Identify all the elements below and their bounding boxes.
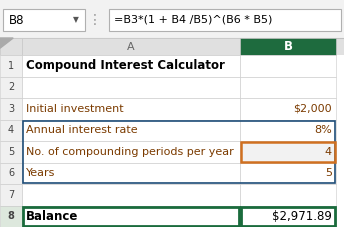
Bar xyxy=(22,38,240,55)
Bar xyxy=(0,119,22,141)
Text: $2,000: $2,000 xyxy=(293,104,332,114)
Text: 1: 1 xyxy=(8,61,14,71)
Text: 8%: 8% xyxy=(314,125,332,135)
Text: =B3*(1 + B4 /B5)^(B6 * B5): =B3*(1 + B4 /B5)^(B6 * B5) xyxy=(114,15,272,25)
Bar xyxy=(22,119,240,141)
Text: Years: Years xyxy=(26,168,55,178)
Bar xyxy=(22,163,240,184)
Text: Initial investment: Initial investment xyxy=(26,104,123,114)
Text: Balance: Balance xyxy=(26,210,78,223)
Text: Compound Interest Calculator: Compound Interest Calculator xyxy=(26,59,225,72)
Bar xyxy=(240,98,336,119)
Text: B8: B8 xyxy=(9,13,24,27)
Bar xyxy=(109,9,341,31)
Bar xyxy=(241,207,335,226)
Bar xyxy=(0,0,344,38)
Bar xyxy=(240,38,336,55)
Bar xyxy=(0,184,22,205)
Bar xyxy=(22,141,240,163)
Text: ⋮: ⋮ xyxy=(88,13,102,27)
Bar xyxy=(23,207,239,226)
Text: ▼: ▼ xyxy=(73,15,79,25)
Bar xyxy=(22,76,240,98)
Text: 4: 4 xyxy=(325,147,332,157)
Bar xyxy=(240,76,336,98)
Text: 8: 8 xyxy=(8,211,14,221)
Bar xyxy=(240,184,336,205)
Text: 2: 2 xyxy=(8,82,14,92)
Bar xyxy=(22,55,240,76)
Text: 6: 6 xyxy=(8,168,14,178)
Polygon shape xyxy=(0,38,13,48)
Bar xyxy=(0,38,22,55)
Text: 7: 7 xyxy=(8,190,14,200)
Text: 3: 3 xyxy=(8,104,14,114)
Bar xyxy=(240,205,336,227)
Bar xyxy=(0,76,22,98)
Bar xyxy=(0,98,22,119)
Bar xyxy=(240,141,336,163)
Bar xyxy=(22,98,240,119)
Bar xyxy=(0,163,22,184)
Text: 5: 5 xyxy=(325,168,332,178)
Bar xyxy=(22,205,240,227)
Bar xyxy=(0,141,22,163)
Text: 5: 5 xyxy=(8,147,14,157)
Bar xyxy=(240,163,336,184)
Text: Annual interest rate: Annual interest rate xyxy=(26,125,138,135)
Text: $2,971.89: $2,971.89 xyxy=(272,210,332,223)
Bar xyxy=(0,55,22,76)
Text: 4: 4 xyxy=(8,125,14,135)
Bar xyxy=(240,55,336,76)
Bar xyxy=(0,38,344,55)
Text: B: B xyxy=(283,40,292,53)
Text: A: A xyxy=(127,42,135,52)
Bar xyxy=(0,205,22,227)
Bar xyxy=(23,121,335,183)
Bar xyxy=(240,119,336,141)
Bar xyxy=(3,9,85,31)
Bar xyxy=(22,184,240,205)
Text: No. of compounding periods per year: No. of compounding periods per year xyxy=(26,147,234,157)
Bar xyxy=(241,142,335,161)
